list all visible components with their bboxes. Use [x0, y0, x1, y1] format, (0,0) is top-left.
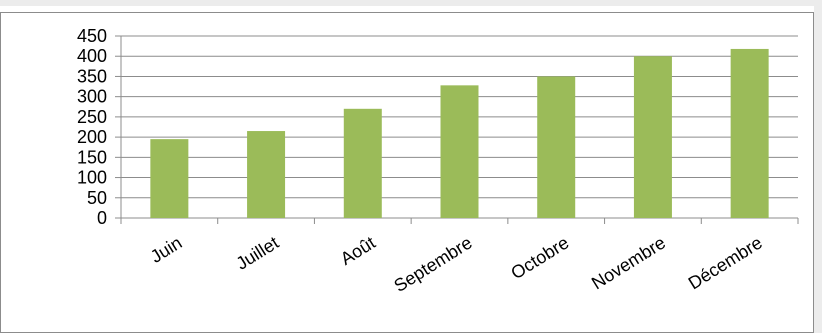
x-tick-label: Septembre [390, 232, 475, 296]
x-tick-label: Juin [147, 232, 186, 266]
y-tick-label: 150 [77, 147, 107, 167]
y-tick-label: 350 [77, 66, 107, 86]
y-tick-label: 300 [77, 87, 107, 107]
y-tick-label: 450 [77, 26, 107, 46]
bar [150, 139, 189, 218]
x-tick-label: Octobre [507, 232, 572, 283]
bar [730, 48, 769, 218]
x-tick-label: Août [337, 232, 379, 269]
x-tick-label: Novembre [588, 232, 669, 293]
y-tick-label: 400 [77, 46, 107, 66]
bar [633, 56, 672, 218]
x-tick-label: Juillet [233, 232, 283, 273]
y-tick-label: 50 [87, 188, 107, 208]
chart-area: 0 50 100 150 200 250 300 350 400 450 Juin Juillet Ao… [0, 12, 814, 333]
y-tick-label: 0 [97, 208, 107, 228]
x-tick-label: Décembre [685, 232, 766, 293]
bar [440, 85, 479, 218]
bar [247, 131, 286, 218]
y-tick-label: 100 [77, 168, 107, 188]
bar [537, 76, 576, 218]
y-tick-label: 200 [77, 127, 107, 147]
bar [343, 108, 382, 218]
y-tick-label: 250 [77, 107, 107, 127]
